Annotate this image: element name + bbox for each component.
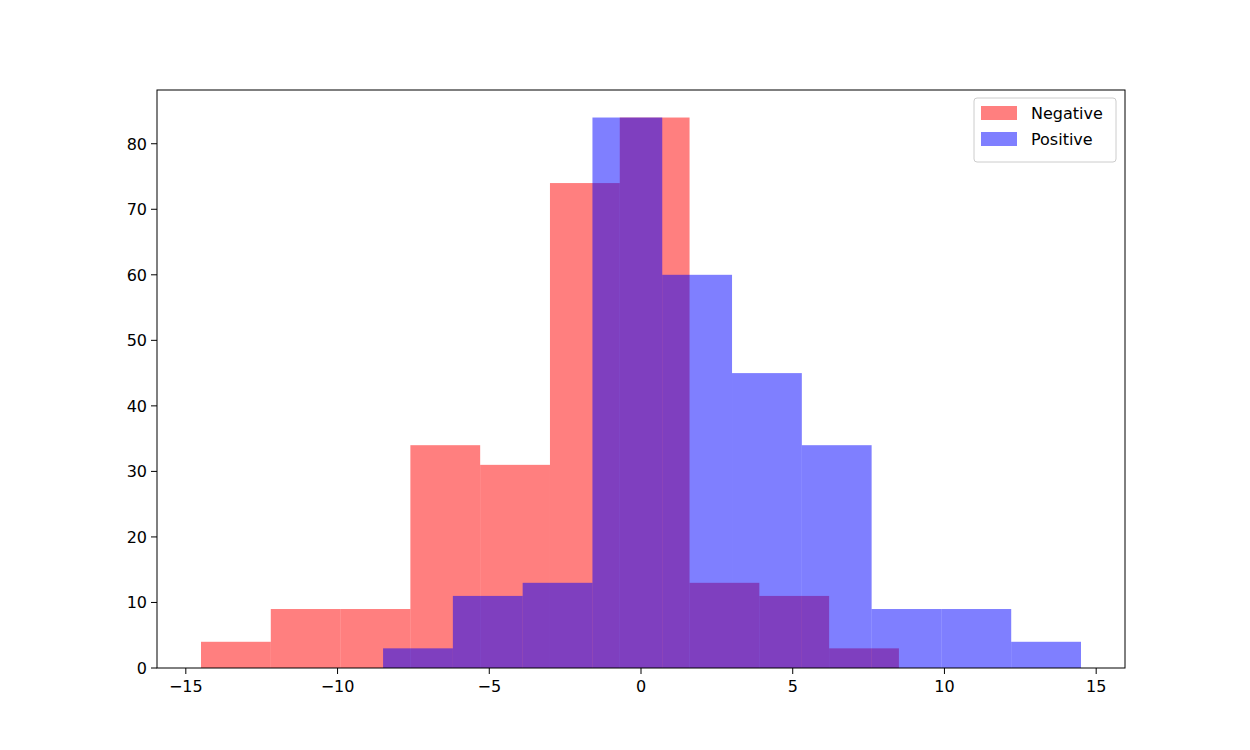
hist-bar <box>383 648 453 668</box>
hist-bar <box>523 583 593 668</box>
hist-bar <box>872 609 942 668</box>
y-tick <box>151 405 157 406</box>
legend-swatch <box>981 132 1017 146</box>
y-tick-label: 40 <box>127 397 147 416</box>
hist-bar <box>201 642 271 668</box>
hist-bar <box>592 118 662 668</box>
frame <box>157 90 1125 668</box>
y-tick-label: 50 <box>127 331 147 350</box>
x-tick-label: −15 <box>169 677 203 696</box>
x-tick <box>337 668 338 674</box>
legend: Negative Positive <box>974 98 1116 162</box>
hist-bar <box>1011 642 1081 668</box>
series-0 <box>201 118 899 668</box>
x-tick-label: 0 <box>636 677 646 696</box>
y-tick-label: 0 <box>137 659 147 678</box>
legend-box <box>974 98 1116 162</box>
legend-label: Negative <box>1031 104 1103 123</box>
y-tick <box>151 471 157 472</box>
y-tick <box>151 274 157 275</box>
y-tick-label: 10 <box>127 593 147 612</box>
y-tick-label: 80 <box>127 135 147 154</box>
x-tick-label: 15 <box>1086 677 1106 696</box>
y-tick <box>151 668 157 669</box>
x-tick <box>185 668 186 674</box>
x-tick <box>1096 668 1097 674</box>
y-tick <box>151 209 157 210</box>
y-tick <box>151 536 157 537</box>
y-tick-label: 30 <box>127 462 147 481</box>
y-tick <box>151 143 157 144</box>
x-tick-label: 10 <box>934 677 954 696</box>
legend-label: Positive <box>1031 130 1093 149</box>
x-tick <box>792 668 793 674</box>
y-tick <box>151 602 157 603</box>
x-tick-label: −10 <box>321 677 355 696</box>
hist-bar <box>732 373 802 668</box>
chart-svg: −15 −10 −5 0 5 10 15 0 10 20 30 40 50 60 70 80 Negative P… <box>0 0 1250 750</box>
x-tick-label: −5 <box>477 677 501 696</box>
hist-bar <box>662 275 732 668</box>
series-1 <box>383 118 1081 668</box>
chart-root: −15 −10 −5 0 5 10 15 0 10 20 30 40 50 60 70 80 Negative P… <box>0 0 1250 750</box>
axes-frame <box>157 90 1125 668</box>
hist-bar <box>941 609 1011 668</box>
x-tick <box>944 668 945 674</box>
legend-swatch <box>981 106 1017 120</box>
x-axis: −15 −10 −5 0 5 10 15 <box>169 668 1106 696</box>
hist-bar <box>453 596 523 668</box>
hist-bar <box>271 609 341 668</box>
plot-area <box>201 118 1081 668</box>
x-tick-label: 5 <box>788 677 798 696</box>
y-tick-label: 20 <box>127 528 147 547</box>
x-tick <box>489 668 490 674</box>
y-axis: 0 10 20 30 40 50 60 70 80 <box>127 135 157 678</box>
hist-bar <box>802 445 872 668</box>
x-tick <box>641 668 642 674</box>
y-tick-label: 70 <box>127 200 147 219</box>
y-tick <box>151 340 157 341</box>
y-tick-label: 60 <box>127 266 147 285</box>
